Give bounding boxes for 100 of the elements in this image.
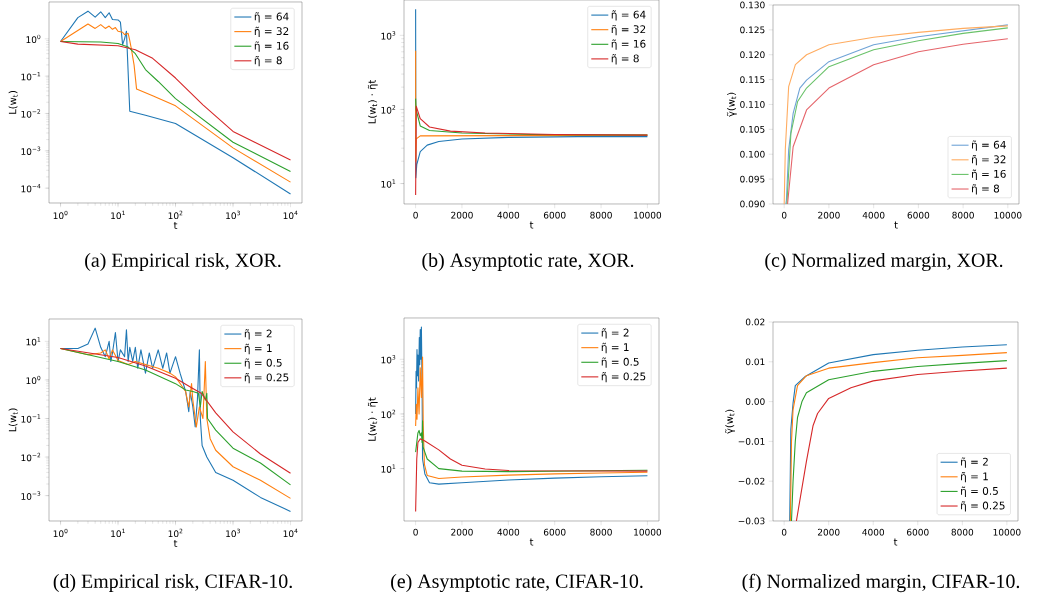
y-tick-label: 0.100 [740,150,765,158]
y-tick-label: 10$^{−2}$ [21,109,41,118]
x-tick-label: 0 [413,528,418,536]
x-tick-label: 2000 [817,528,840,536]
y-axis-title: L(w$_{t}$) · η̃t [367,397,378,441]
legend-label: η̃ = 2 [601,328,629,339]
legend-label: η̃ = 32 [972,155,1006,166]
x-tick-label: 10$^{3}$ [226,528,240,538]
text: (d) Empirical risk, CIFAR-10. [53,573,292,593]
x-tick-label: 10000 [994,211,1022,219]
y-tick-label: 10$^{2}$ [381,409,396,419]
y-tick-label: 10$^{0}$ [26,34,41,43]
text: (c) Normalized margin, XOR. [765,252,1003,272]
line-series [415,438,648,513]
y-axis-title: L(w$_{t}$) [8,90,18,114]
x-tick-label: 10000 [634,211,662,219]
legend-label: η̃ = 32 [254,26,289,38]
x-axis-title: t [893,538,898,546]
x-tick-label: 6000 [543,211,566,219]
x-tick-label: 10$^{2}$ [168,210,183,220]
legend-label: η̃ = 0.25 [244,373,289,384]
y-tick-label: 10$^{−4}$ [21,183,41,193]
text: (f) Normalized margin, CIFAR-10. [742,573,1020,593]
x-tick-label: 10$^{4}$ [283,210,298,220]
y-tick-label: −0.02 [738,477,765,485]
legend-label: η̃ = 1 [601,342,629,354]
x-tick-label: 4000 [497,528,520,536]
line-series [415,356,648,480]
x-tick-label: 4000 [497,211,520,219]
legend-label: η̃ = 16 [972,169,1006,180]
x-axis-title: t [894,221,898,229]
legend-label: η̃ = 8 [254,56,282,67]
legend-label: η̃ = 1 [961,472,988,483]
legend-label: η̃ = 64 [972,140,1006,151]
x-tick-label: 4000 [862,528,885,536]
x-tick-label: 10$^{1}$ [111,210,125,220]
x-axis-title: t [173,221,178,229]
line-series [415,326,648,485]
x-tick-label: 2000 [451,211,473,219]
x-tick-label: 10$^{0}$ [53,210,68,220]
text: (b) Asymptotic rate, XOR. [422,252,634,272]
x-tick-label: 10$^{1}$ [111,528,125,538]
y-tick-label: −0.01 [738,437,765,445]
legend-label: η̃ = 0.25 [601,372,646,383]
x-tick-label: 0 [781,211,787,219]
x-tick-label: 10000 [993,528,1021,536]
y-tick-label: 10$^{1}$ [26,337,41,346]
x-tick-label: 8000 [590,211,612,219]
x-tick-label: 4000 [862,211,885,219]
y-tick-label: 0.115 [740,76,765,83]
line-series [415,105,648,196]
y-tick-label: 0.01 [745,358,765,366]
x-axis-title: t [529,538,534,546]
legend-label: η̃ = 1 [244,343,272,355]
y-tick-label: 10$^{3}$ [381,31,396,40]
x-axis-title: t [173,539,178,547]
y-tick-label: 0.125 [740,26,765,34]
legend-label: η̃ = 0.25 [961,501,1005,512]
y-tick-label: 10$^{−3}$ [21,146,41,155]
x-tick-label: 8000 [951,528,974,536]
x-tick-label: 6000 [907,528,929,536]
x-tick-label: 8000 [590,528,612,536]
x-tick-label: 10000 [634,528,662,536]
y-tick-label: 10$^{1}$ [381,179,396,188]
legend-label: η̃ = 32 [611,24,646,36]
x-tick-label: 10$^{0}$ [53,528,68,538]
legend-label: η̃ = 0.5 [601,357,639,368]
y-tick-label: 0.110 [740,101,765,108]
x-tick-label: 8000 [952,211,974,219]
legend-label: η̃ = 8 [972,184,1000,195]
y-axis-title: L(w$_{t}$) · η̃t [367,80,378,124]
text: (e) Asymptotic rate, CIFAR-10. [391,573,643,593]
y-tick-label: 0.095 [740,175,765,183]
y-tick-label: 10$^{−3}$ [21,491,41,500]
legend-label: η̃ = 16 [611,39,646,50]
y-tick-label: 10$^{2}$ [381,105,396,114]
x-tick-label: 0 [413,211,418,219]
x-tick-label: 2000 [451,528,473,536]
y-tick-label: 0.090 [740,200,765,208]
legend-label: η̃ = 16 [254,41,289,52]
x-tick-label: 10$^{2}$ [168,528,183,538]
y-tick-label: 10$^{−1}$ [21,72,41,81]
y-tick-label: −0.03 [738,517,765,525]
x-tick-label: 0 [781,528,787,536]
y-tick-label: 0.105 [740,125,765,133]
y-axis-title: γ̃(w$_{t}$) [725,409,735,434]
x-tick-label: 2000 [818,211,840,219]
y-tick-label: 0.120 [740,51,765,59]
legend-label: η̃ = 0.5 [961,486,998,497]
y-tick-label: 10$^{3}$ [381,355,396,364]
y-tick-label: 10$^{0}$ [26,375,41,385]
y-axis-title: L(w$_{t}$) [8,408,18,432]
x-tick-label: 10$^{3}$ [226,210,240,220]
y-tick-label: 10$^{1}$ [381,464,396,473]
legend-label: η̃ = 0.5 [244,358,282,369]
y-tick-label: 10$^{−1}$ [21,414,41,423]
y-tick-label: 10$^{−2}$ [21,452,41,462]
y-axis-title: γ̃(w$_{t}$) [726,92,737,117]
legend-label: η̃ = 2 [244,329,272,340]
y-tick-label: 0.00 [745,398,765,405]
